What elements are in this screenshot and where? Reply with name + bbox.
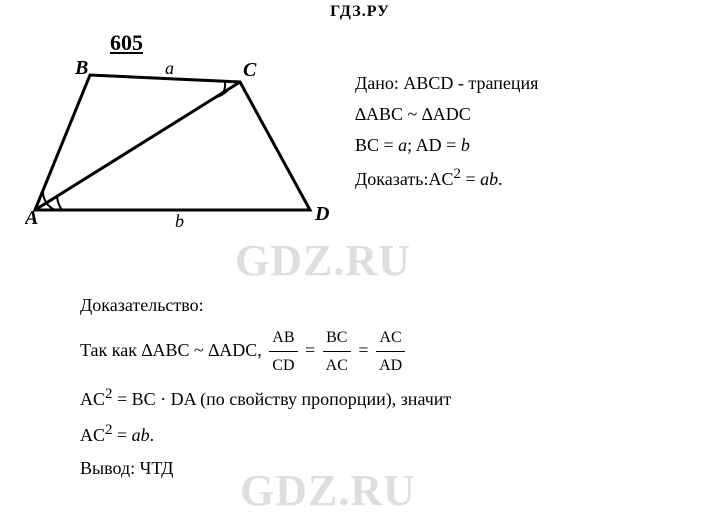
proof-block: Доказательство: Так как ∆ABC ~ ∆ADC, AB … [80,290,451,487]
svg-text:C: C [243,60,257,81]
ac-text: AC [80,389,105,409]
eq-1: = [305,339,320,359]
property-text: = BC · DA (по свойству пропорции), значи… [113,389,452,409]
watermark-top: GDZ.RU [235,235,411,286]
svg-text:B: B [74,60,88,79]
proof-title: Доказательство: [80,290,451,321]
result-ab: ab [132,425,150,445]
frac2-den: AC [323,352,351,379]
fraction-2: BC AC [323,324,351,379]
given-line-1: Дано: ABCD - трапеция [355,70,538,98]
given-a-value: a [398,135,407,155]
proof-similarity-line: Так как ∆ABC ~ ∆ADC, AB CD = BC AC = AC … [80,324,451,379]
frac2-num: BC [323,324,351,352]
problem-number: 605 [110,30,143,56]
prove-eq: = [461,169,480,189]
frac3-num: AC [376,324,405,352]
prove-end: . [498,169,503,189]
proof-property-line: AC2 = BC · DA (по свойству пропорции), з… [80,382,451,415]
frac1-den: CD [269,352,297,379]
watermark-bottom: GDZ.RU [240,465,416,516]
result-ac: AC [80,425,105,445]
proof-result-line: AC2 = ab. [80,418,451,451]
ac-sup: 2 [105,386,113,402]
page-header: ГДЗ.РУ [0,0,720,21]
prove-prefix: Доказать:AC [355,169,453,189]
svg-text:b: b [175,211,184,230]
result-eq: = [113,425,132,445]
svg-text:A: A [25,207,38,229]
fraction-3: AC AD [376,324,405,379]
svg-text:D: D [314,203,329,225]
frac1-num: AB [269,324,297,352]
svg-text:a: a [165,60,174,78]
proof-prefix: Так как ∆ABC ~ ∆ADC, [80,339,266,359]
frac3-den: AD [376,352,405,379]
given-bc-label: BC = [355,135,398,155]
given-ad-label: ; AD = [407,135,461,155]
result-end: . [150,425,155,445]
prove-sup: 2 [453,166,461,182]
prove-ab: ab [480,169,498,189]
given-b-value: b [461,135,470,155]
given-line-2: ∆ABC ~ ∆ADC [355,101,538,129]
given-line-4: Доказать:AC2 = ab. [355,163,538,194]
fraction-1: AB CD [269,324,297,379]
result-sup: 2 [105,422,113,438]
given-line-3: BC = a; AD = b [355,132,538,160]
eq-2: = [358,339,373,359]
given-block: Дано: ABCD - трапеция ∆ABC ~ ∆ADC BC = a… [355,70,538,197]
trapezoid-diagram: A B C D a b [25,60,335,230]
